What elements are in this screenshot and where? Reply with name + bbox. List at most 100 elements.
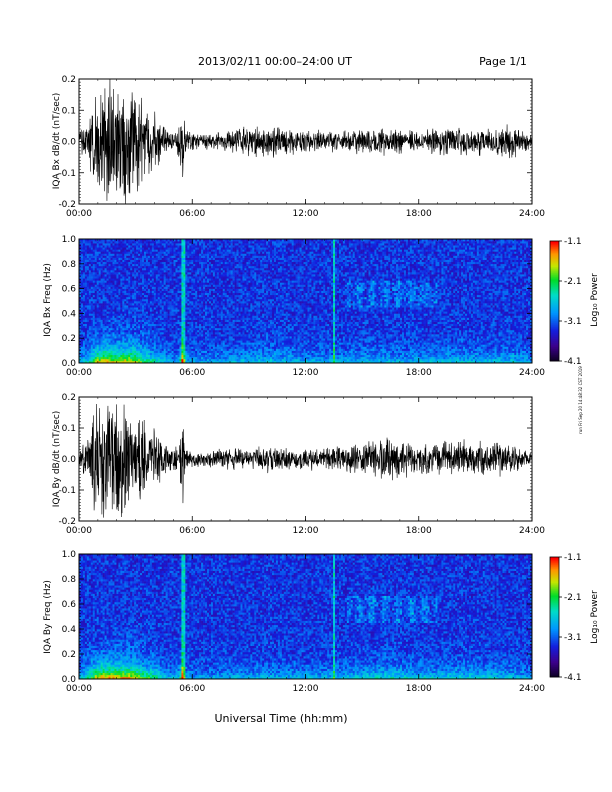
spectrogram-cell bbox=[94, 317, 98, 320]
spectrogram-cell bbox=[205, 286, 208, 289]
spectrogram-cell bbox=[203, 294, 206, 298]
spectrogram-cell bbox=[124, 278, 127, 281]
spectrogram-cell bbox=[140, 247, 143, 250]
spectrogram-cell bbox=[159, 342, 163, 345]
spectrogram-cell bbox=[234, 255, 237, 258]
spectrogram-cell bbox=[126, 288, 129, 291]
spectrogram-cell bbox=[191, 305, 194, 308]
spectrogram-cell bbox=[114, 315, 117, 318]
spectrogram-cell bbox=[104, 303, 107, 306]
spectrogram-cell bbox=[94, 340, 98, 343]
spectrogram-cell bbox=[216, 313, 220, 316]
spectrogram-cell bbox=[100, 329, 103, 333]
spectrogram-cell bbox=[96, 307, 99, 310]
spectrogram-cell bbox=[82, 352, 86, 356]
spectrogram-cell bbox=[122, 270, 125, 273]
spectrogram-cell bbox=[157, 323, 161, 327]
spectrogram-cell bbox=[207, 332, 210, 335]
spectrogram-cell bbox=[175, 263, 178, 267]
spectrogram-cell bbox=[169, 274, 172, 277]
spectrogram-cell bbox=[84, 358, 88, 362]
spectrogram-cell bbox=[189, 309, 192, 312]
spectrogram-cell bbox=[106, 257, 109, 260]
spectrogram-cell bbox=[144, 298, 147, 302]
spectrogram-cell bbox=[138, 280, 141, 283]
spectrogram-cell bbox=[94, 265, 98, 269]
spectrogram-cell bbox=[195, 358, 198, 362]
spectrogram-cell bbox=[134, 278, 137, 281]
spectrogram-cell bbox=[151, 332, 155, 335]
spectrogram-cell bbox=[218, 278, 222, 281]
spectrogram-cell bbox=[199, 352, 202, 356]
spectrogram-cell bbox=[153, 348, 157, 351]
spectrogram-cell bbox=[214, 296, 218, 300]
spectrogram-cell bbox=[163, 327, 166, 331]
spectrogram-cell bbox=[79, 313, 82, 316]
spectrogram-cell bbox=[212, 301, 216, 304]
spectrogram-cell bbox=[222, 276, 226, 279]
spectrogram-cell bbox=[138, 292, 141, 296]
spectrogram-cell bbox=[114, 278, 117, 281]
spectrogram-cell bbox=[114, 290, 117, 294]
spectrogram-cell bbox=[114, 327, 117, 331]
spectrogram-cell bbox=[218, 336, 222, 339]
spectrogram-cell bbox=[132, 344, 135, 347]
spectrogram-cell bbox=[203, 354, 206, 358]
spectrogram-cell bbox=[201, 261, 204, 265]
spectrogram-cell bbox=[208, 243, 212, 246]
spectrogram-cell bbox=[169, 290, 172, 294]
spectrogram-cell bbox=[116, 360, 119, 364]
spectrogram-cell bbox=[161, 239, 164, 242]
spectrogram-cell bbox=[130, 338, 133, 341]
spectrogram-cell bbox=[222, 288, 226, 291]
spectrogram-cell bbox=[110, 350, 113, 353]
spectrogram-cell bbox=[100, 274, 103, 277]
spectrogram-cell bbox=[104, 245, 107, 248]
spectrogram-cell bbox=[114, 336, 117, 339]
spectrogram-cell bbox=[193, 360, 196, 364]
spectrogram-cell bbox=[130, 336, 133, 339]
spectrogram-cell bbox=[159, 360, 163, 364]
spectrogram-cell bbox=[197, 305, 200, 308]
spectrogram-cell bbox=[189, 280, 192, 283]
spectrogram-cell bbox=[201, 296, 204, 300]
spectrogram-cell bbox=[203, 352, 206, 356]
spectrogram-cell bbox=[185, 346, 188, 349]
spectrogram-cell bbox=[144, 276, 147, 279]
spectrogram-cell bbox=[118, 294, 121, 298]
spectrogram-cell bbox=[205, 338, 208, 341]
spectrogram-cell bbox=[197, 243, 200, 246]
spectrogram-cell bbox=[163, 267, 166, 271]
spectrogram-cell bbox=[199, 317, 202, 320]
spectrogram-cell bbox=[100, 315, 103, 318]
spectrogram-cell bbox=[140, 239, 143, 242]
spectrogram-cell bbox=[138, 303, 141, 306]
spectrogram-cell bbox=[216, 340, 220, 343]
spectrogram-cell bbox=[236, 313, 239, 316]
spectrogram-cell bbox=[183, 313, 186, 316]
spectrogram-cell bbox=[165, 329, 168, 333]
spectrogram-cell bbox=[132, 296, 135, 300]
spectrogram-cell bbox=[112, 321, 115, 325]
spectrogram-cell bbox=[100, 317, 103, 320]
spectrogram-cell bbox=[116, 298, 119, 302]
spectrogram-cell bbox=[199, 263, 202, 267]
spectrogram-cell bbox=[149, 265, 153, 269]
spectrogram-cell bbox=[122, 325, 125, 329]
spectrogram-cell bbox=[134, 346, 137, 349]
spectrogram-cell bbox=[144, 263, 147, 267]
spectrogram-cell bbox=[205, 249, 208, 252]
spectrogram-cell bbox=[147, 346, 151, 349]
spectrogram-cell bbox=[181, 288, 184, 291]
spectrogram-cell bbox=[208, 241, 212, 244]
spectrogram-cell bbox=[136, 358, 139, 362]
spectrogram-cell bbox=[142, 313, 145, 316]
spectrogram-cell bbox=[132, 263, 135, 267]
spectrogram-cell bbox=[149, 303, 153, 306]
spectrogram-cell bbox=[108, 334, 111, 337]
spectrogram-cell bbox=[118, 241, 121, 244]
spectrogram-cell bbox=[191, 342, 194, 345]
spectrogram-cell bbox=[210, 319, 214, 322]
spectrogram-cell bbox=[212, 272, 216, 275]
spectrogram-cell bbox=[116, 301, 119, 304]
